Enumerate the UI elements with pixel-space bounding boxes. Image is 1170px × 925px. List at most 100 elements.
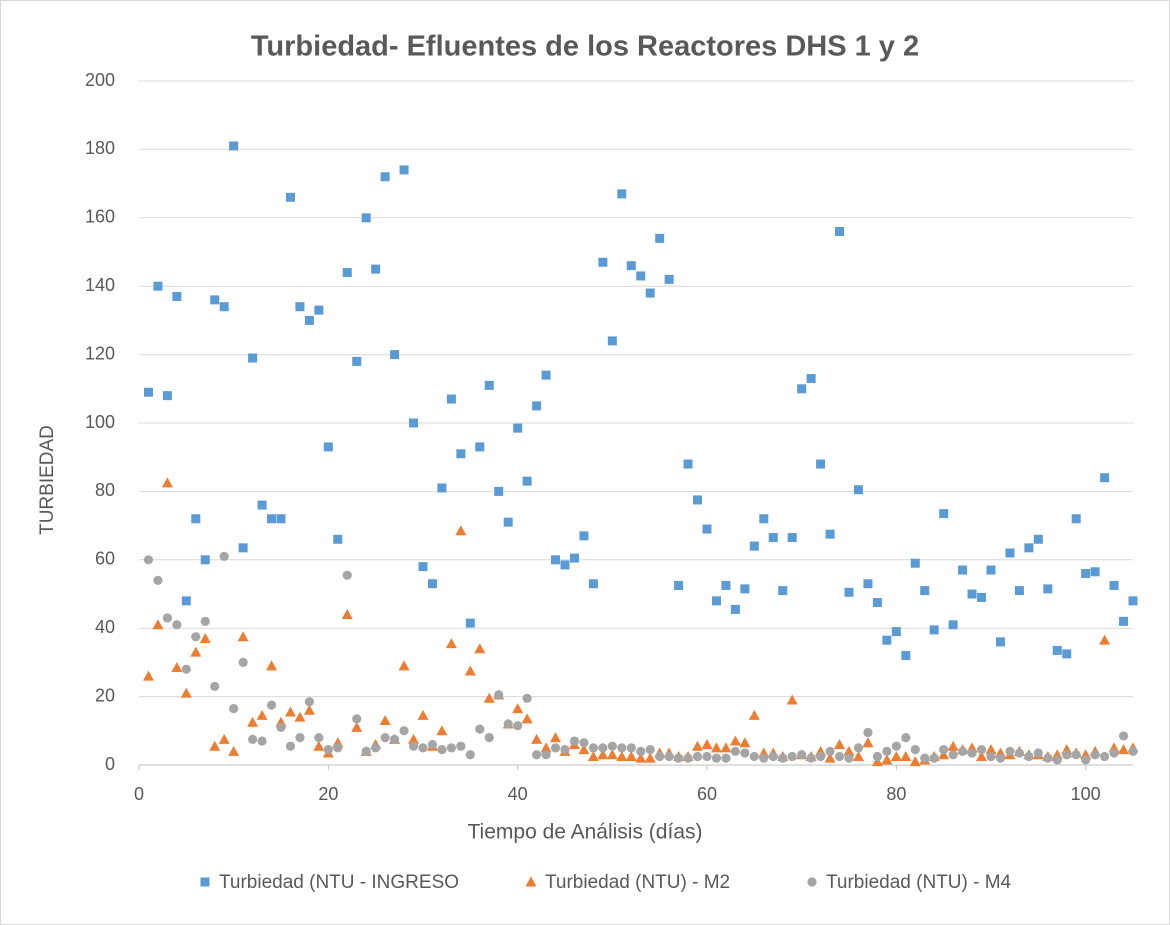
point bbox=[625, 750, 637, 761]
point bbox=[181, 664, 191, 674]
point bbox=[617, 189, 627, 199]
point bbox=[314, 733, 324, 743]
y-tick-label: 80 bbox=[95, 480, 115, 500]
y-tick-label: 140 bbox=[85, 275, 115, 295]
point bbox=[587, 750, 599, 761]
point bbox=[229, 703, 239, 714]
point bbox=[560, 560, 570, 570]
point bbox=[606, 749, 618, 760]
point bbox=[142, 670, 154, 681]
point bbox=[825, 529, 835, 539]
point bbox=[181, 596, 191, 606]
point bbox=[617, 743, 627, 753]
x-axis-label: Tiempo de Análisis (días) bbox=[468, 821, 703, 844]
point bbox=[1005, 548, 1015, 558]
point bbox=[711, 596, 721, 606]
point bbox=[371, 264, 381, 274]
point bbox=[901, 733, 911, 743]
x-tick-label: 20 bbox=[318, 784, 338, 804]
point bbox=[730, 746, 741, 756]
point bbox=[721, 580, 731, 590]
point bbox=[266, 660, 278, 671]
point bbox=[341, 609, 353, 620]
point bbox=[1100, 473, 1110, 483]
point bbox=[1071, 514, 1081, 524]
point bbox=[409, 418, 419, 428]
point bbox=[872, 751, 883, 762]
legend-label: Turbiedad (NTU) - M2 bbox=[545, 872, 730, 893]
point bbox=[721, 753, 731, 763]
point bbox=[541, 370, 551, 380]
point bbox=[398, 660, 410, 671]
point bbox=[390, 350, 400, 360]
point bbox=[295, 302, 305, 312]
y-tick-label: 100 bbox=[85, 412, 115, 432]
x-tick-label: 80 bbox=[886, 784, 906, 804]
point bbox=[683, 753, 693, 763]
point bbox=[863, 727, 873, 738]
point bbox=[597, 749, 609, 760]
y-tick-label: 40 bbox=[95, 617, 115, 637]
point bbox=[824, 752, 836, 763]
point bbox=[180, 687, 192, 698]
point bbox=[598, 743, 608, 753]
point bbox=[456, 449, 466, 459]
point bbox=[1081, 755, 1091, 765]
point bbox=[333, 743, 343, 753]
x-tick-label: 40 bbox=[508, 784, 528, 804]
point bbox=[939, 509, 949, 519]
point bbox=[579, 738, 589, 748]
point bbox=[551, 555, 561, 565]
point bbox=[304, 315, 314, 325]
point bbox=[219, 302, 229, 312]
point bbox=[513, 721, 523, 731]
point bbox=[1033, 748, 1043, 758]
point bbox=[986, 565, 996, 575]
point bbox=[891, 627, 901, 637]
point bbox=[238, 543, 248, 553]
point bbox=[219, 551, 229, 561]
point bbox=[569, 553, 579, 563]
point bbox=[626, 743, 636, 753]
point bbox=[569, 736, 580, 746]
point bbox=[929, 753, 939, 763]
point bbox=[417, 709, 429, 720]
point bbox=[464, 665, 476, 676]
point bbox=[720, 742, 732, 753]
point bbox=[901, 651, 911, 661]
point bbox=[853, 743, 864, 753]
point bbox=[835, 226, 845, 236]
point bbox=[1014, 748, 1024, 758]
point bbox=[521, 713, 533, 724]
point bbox=[910, 558, 920, 568]
point bbox=[494, 486, 504, 496]
point bbox=[749, 751, 759, 762]
point bbox=[210, 295, 220, 305]
point bbox=[778, 586, 788, 596]
point bbox=[920, 586, 930, 596]
point bbox=[910, 745, 920, 755]
x-tick-label: 60 bbox=[697, 784, 717, 804]
point bbox=[995, 753, 1006, 763]
point bbox=[645, 288, 655, 298]
point bbox=[768, 751, 778, 762]
point bbox=[475, 724, 485, 734]
point bbox=[958, 565, 968, 575]
point bbox=[532, 401, 542, 411]
y-tick-label: 180 bbox=[85, 138, 115, 158]
point bbox=[853, 485, 863, 495]
point bbox=[531, 733, 543, 744]
point bbox=[351, 721, 363, 732]
point bbox=[967, 589, 977, 599]
point bbox=[655, 751, 665, 762]
point bbox=[985, 744, 997, 755]
point bbox=[483, 692, 495, 703]
legend-marker bbox=[525, 876, 537, 887]
point bbox=[1062, 649, 1072, 659]
point bbox=[607, 336, 617, 346]
point bbox=[1043, 753, 1053, 763]
point bbox=[739, 737, 751, 748]
point bbox=[333, 534, 343, 544]
point bbox=[503, 719, 513, 729]
